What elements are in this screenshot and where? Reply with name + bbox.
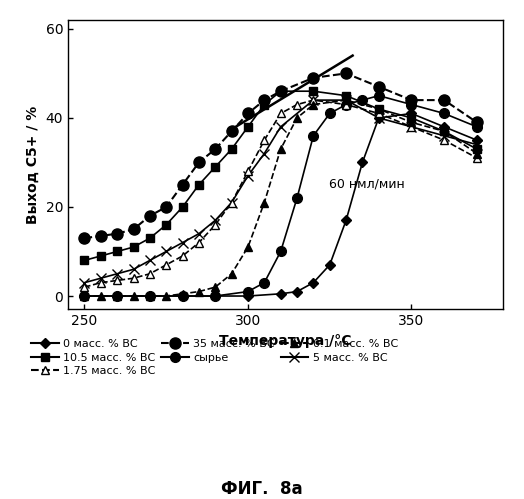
- X-axis label: Температура /°C: Температура /°C: [220, 334, 352, 348]
- Text: 60 нмл/мин: 60 нмл/мин: [329, 178, 405, 191]
- Y-axis label: Выход C5+ / %: Выход C5+ / %: [26, 106, 40, 224]
- Legend: 0 масс. % ВС, 10.5 масс. % ВС, 1.75 масс. % ВС, 35 масс. % ВС, сырье, 0.1 масс. : 0 масс. % ВС, 10.5 масс. % ВС, 1.75 масс…: [27, 335, 402, 380]
- Text: ФИГ.  8a: ФИГ. 8a: [221, 480, 303, 498]
